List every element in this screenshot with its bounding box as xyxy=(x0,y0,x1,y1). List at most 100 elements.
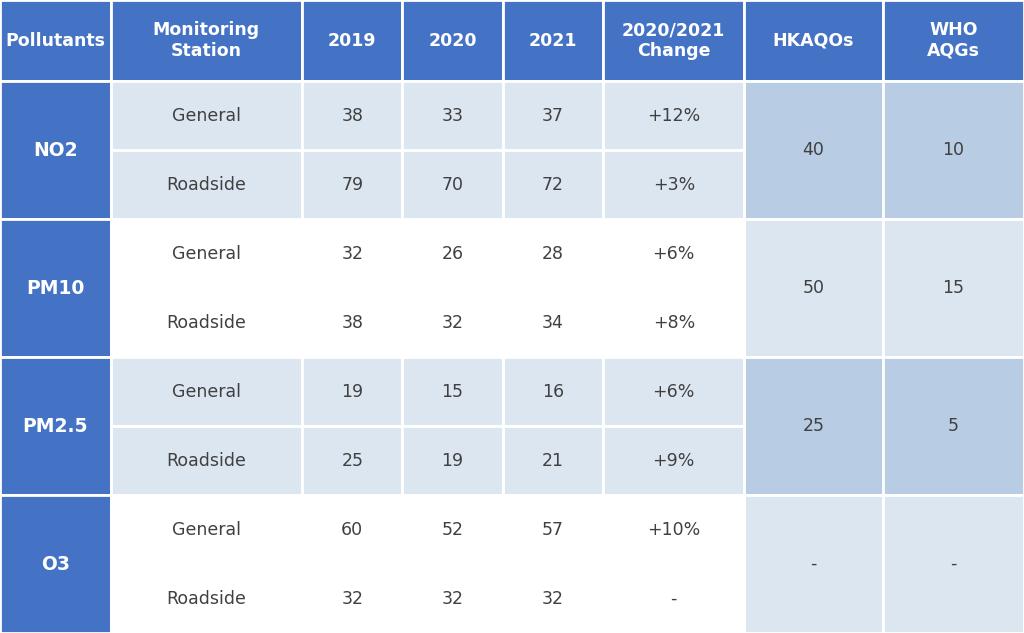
Text: 32: 32 xyxy=(341,589,364,608)
Text: 15: 15 xyxy=(441,382,464,401)
Bar xyxy=(111,0,302,81)
Bar xyxy=(111,426,302,495)
Bar xyxy=(603,357,744,426)
Text: +10%: +10% xyxy=(647,520,700,539)
Text: 5: 5 xyxy=(948,417,958,435)
Bar xyxy=(503,288,603,357)
Text: 38: 38 xyxy=(341,106,364,125)
Bar xyxy=(603,219,744,288)
Text: +6%: +6% xyxy=(652,382,695,401)
Text: 37: 37 xyxy=(542,106,564,125)
Text: 19: 19 xyxy=(441,451,464,470)
Text: Roadside: Roadside xyxy=(166,313,247,332)
Bar xyxy=(883,357,1024,495)
Bar xyxy=(302,150,402,219)
Bar xyxy=(503,564,603,633)
Bar xyxy=(402,288,503,357)
Text: General: General xyxy=(172,382,241,401)
Text: +9%: +9% xyxy=(652,451,695,470)
Text: 21: 21 xyxy=(542,451,564,470)
Bar xyxy=(111,357,302,426)
Text: 26: 26 xyxy=(441,244,464,263)
Bar xyxy=(0,81,111,219)
Bar xyxy=(302,357,402,426)
Text: 32: 32 xyxy=(341,244,364,263)
Text: PM10: PM10 xyxy=(26,279,85,298)
Text: WHO
AQGs: WHO AQGs xyxy=(927,21,980,60)
Bar xyxy=(603,426,744,495)
Bar xyxy=(402,0,503,81)
Text: 10: 10 xyxy=(942,141,965,159)
Text: HKAQOs: HKAQOs xyxy=(773,32,854,49)
Bar xyxy=(603,495,744,564)
Text: 2020: 2020 xyxy=(428,32,477,49)
Text: General: General xyxy=(172,244,241,263)
Bar xyxy=(744,219,883,357)
Text: 2020/2021
Change: 2020/2021 Change xyxy=(623,21,725,60)
Bar xyxy=(603,564,744,633)
Text: 38: 38 xyxy=(341,313,364,332)
Bar xyxy=(603,0,744,81)
Text: Pollutants: Pollutants xyxy=(5,32,105,49)
Text: 79: 79 xyxy=(341,175,364,194)
Bar xyxy=(111,81,302,150)
Text: -: - xyxy=(950,555,956,573)
Bar xyxy=(603,150,744,219)
Text: +6%: +6% xyxy=(652,244,695,263)
Bar xyxy=(0,219,111,357)
Bar xyxy=(503,219,603,288)
Text: +8%: +8% xyxy=(652,313,695,332)
Bar xyxy=(402,150,503,219)
Text: NO2: NO2 xyxy=(33,141,78,160)
Bar xyxy=(503,150,603,219)
Bar xyxy=(744,0,883,81)
Bar xyxy=(0,0,111,81)
Bar xyxy=(883,495,1024,633)
Text: 60: 60 xyxy=(341,520,364,539)
Bar xyxy=(302,288,402,357)
Text: 25: 25 xyxy=(803,417,824,435)
Text: Roadside: Roadside xyxy=(166,451,247,470)
Text: 32: 32 xyxy=(441,313,464,332)
Text: O3: O3 xyxy=(41,555,70,573)
Text: 19: 19 xyxy=(341,382,364,401)
Bar xyxy=(503,426,603,495)
Text: 2019: 2019 xyxy=(328,32,377,49)
Bar xyxy=(883,0,1024,81)
Text: 28: 28 xyxy=(542,244,564,263)
Bar xyxy=(302,564,402,633)
Text: 32: 32 xyxy=(542,589,564,608)
Bar xyxy=(302,426,402,495)
Text: -: - xyxy=(810,555,817,573)
Text: 50: 50 xyxy=(803,279,824,297)
Text: Monitoring
Station: Monitoring Station xyxy=(153,21,260,60)
Bar xyxy=(603,81,744,150)
Bar xyxy=(603,288,744,357)
Bar xyxy=(503,357,603,426)
Text: 52: 52 xyxy=(441,520,464,539)
Text: -: - xyxy=(671,589,677,608)
Bar xyxy=(883,219,1024,357)
Bar xyxy=(744,495,883,633)
Text: 16: 16 xyxy=(542,382,564,401)
Text: 40: 40 xyxy=(803,141,824,159)
Bar xyxy=(503,81,603,150)
Text: 25: 25 xyxy=(341,451,364,470)
Text: Roadside: Roadside xyxy=(166,175,247,194)
Text: 2021: 2021 xyxy=(528,32,578,49)
Text: 57: 57 xyxy=(542,520,564,539)
Text: General: General xyxy=(172,106,241,125)
Bar xyxy=(503,0,603,81)
Bar xyxy=(111,564,302,633)
Text: 70: 70 xyxy=(441,175,464,194)
Text: +3%: +3% xyxy=(652,175,695,194)
Text: 15: 15 xyxy=(942,279,965,297)
Bar xyxy=(883,81,1024,219)
Bar xyxy=(111,219,302,288)
Bar xyxy=(302,81,402,150)
Text: PM2.5: PM2.5 xyxy=(23,417,88,436)
Bar xyxy=(111,150,302,219)
Bar xyxy=(402,564,503,633)
Text: 72: 72 xyxy=(542,175,564,194)
Bar xyxy=(402,81,503,150)
